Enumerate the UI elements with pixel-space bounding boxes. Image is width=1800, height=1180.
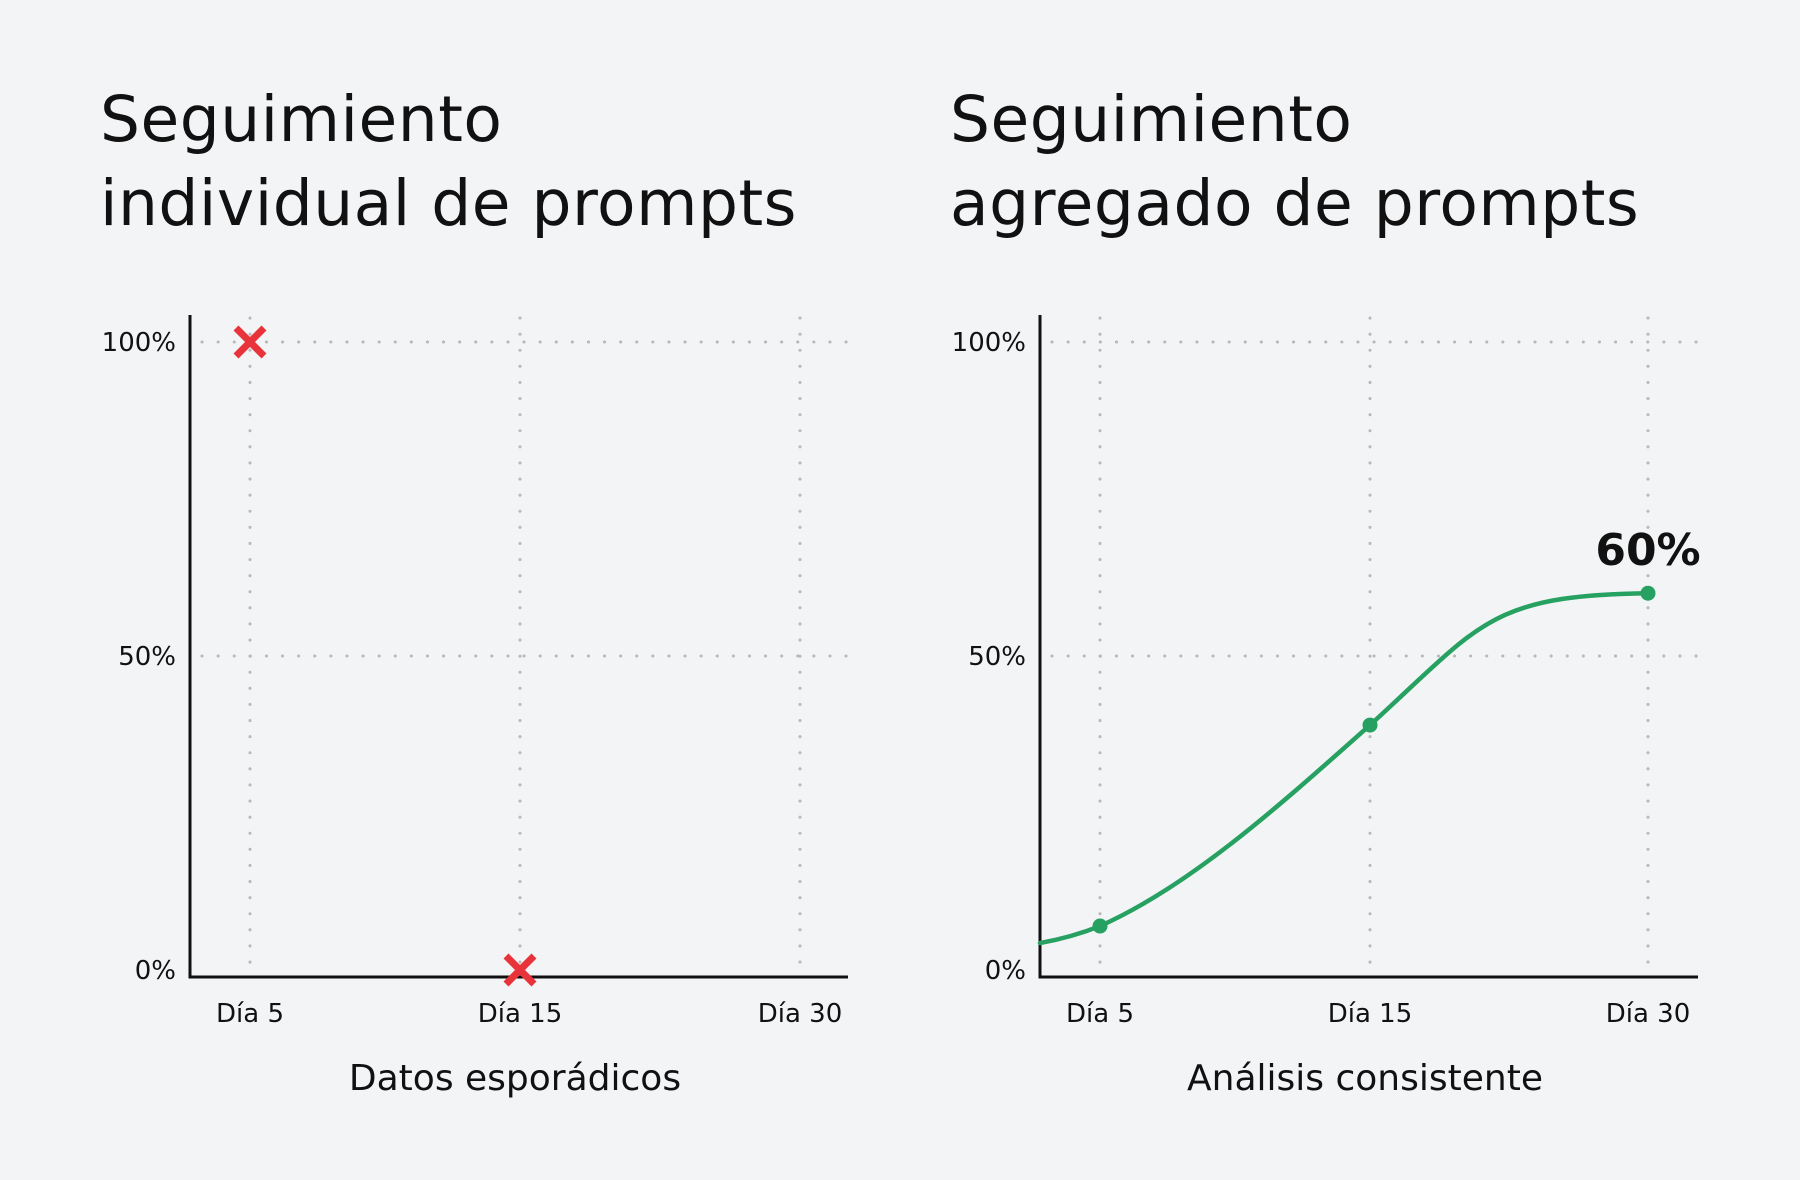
title-line-1: Seguimiento xyxy=(100,83,503,156)
title-line-2: agregado de prompts xyxy=(950,167,1640,240)
x-tick-label: Día 30 xyxy=(758,999,843,1029)
data-point xyxy=(1640,585,1656,601)
data-point xyxy=(1362,717,1378,733)
y-tick-label: 100% xyxy=(952,328,1026,358)
x-tick-label: Día 30 xyxy=(1606,999,1691,1029)
x-axis-caption: Datos esporádicos xyxy=(349,1058,681,1099)
y-tick-label: 50% xyxy=(118,642,176,672)
title-line-1: Seguimiento xyxy=(950,83,1353,156)
y-tick-label: 0% xyxy=(135,956,176,986)
x-tick-label: Día 5 xyxy=(216,999,284,1029)
x-tick-label: Día 15 xyxy=(478,999,563,1029)
chart-title-individual: Seguimiento individual de prompts xyxy=(100,78,797,246)
x-icon xyxy=(233,325,267,359)
x-tick-label: Día 15 xyxy=(1328,999,1413,1029)
x-tick-label: Día 5 xyxy=(1066,999,1134,1029)
individual-tracking-chart: 0% 50% 100% Día 5 Día 15 Día 30 Datos esporádi… xyxy=(102,315,854,1099)
x-icon xyxy=(503,953,537,987)
x-axis-caption: Análisis consistente xyxy=(1187,1058,1543,1099)
y-tick-label: 50% xyxy=(968,642,1026,672)
y-tick-label: 0% xyxy=(985,956,1026,986)
chart-title-aggregate: Seguimiento agregado de prompts xyxy=(950,78,1639,246)
data-point-x-icon xyxy=(233,325,267,359)
data-point xyxy=(1092,918,1108,934)
data-label: 60% xyxy=(1595,525,1700,576)
title-line-2: individual de prompts xyxy=(100,167,797,240)
y-tick-label: 100% xyxy=(102,328,176,358)
data-point-x-icon xyxy=(503,953,537,987)
series-line xyxy=(1037,590,1651,946)
